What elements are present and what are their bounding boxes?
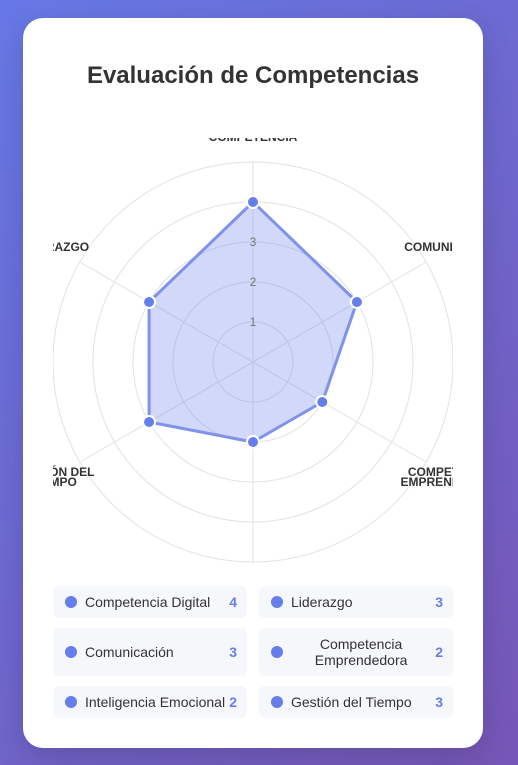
legend-dot-icon <box>65 596 77 608</box>
tick-label: 3 <box>250 235 257 249</box>
axis-label-line: TIEMPO <box>53 475 77 489</box>
axis-label: LIDERAZGO <box>53 240 89 254</box>
data-point <box>315 395 330 409</box>
legend-label: Competencia Digital <box>85 594 211 610</box>
grid-spoke <box>79 261 254 363</box>
data-point <box>142 295 157 309</box>
legend-item-competencia-emprendedora[interactable]: Competencia Emprendedora 2 <box>259 628 453 676</box>
axis-label: COMPETENCIAEMPRENDEDORA <box>401 465 453 489</box>
legend-value: 3 <box>435 694 443 710</box>
legend-value: 2 <box>229 694 237 710</box>
legend-item-inteligencia-emocional[interactable]: Inteligencia Emocional 2 <box>53 686 247 718</box>
legend-value: 4 <box>229 594 237 610</box>
grid-spoke <box>79 361 254 463</box>
axis-label-line: COMPETENCIA <box>408 465 453 479</box>
legend-item-competencia-digital[interactable]: Competencia Digital 4 <box>53 586 247 618</box>
legend-item-gestion-del-tiempo[interactable]: Gestión del Tiempo 3 <box>259 686 453 718</box>
data-point <box>349 295 364 309</box>
tick-label: 2 <box>250 275 257 289</box>
legend-item-comunicacion[interactable]: Comunicación 3 <box>53 628 247 676</box>
legend-dot-icon <box>65 696 77 708</box>
axis-label-line: COMPETENCIA <box>209 138 298 144</box>
legend-label: Liderazgo <box>291 594 353 610</box>
axis-label-line: GESTIÓN DEL <box>53 464 94 479</box>
legend: Competencia Digital 4 Liderazgo 3 Comuni… <box>53 586 453 718</box>
legend-value: 3 <box>229 644 237 660</box>
legend-dot-icon <box>271 696 283 708</box>
legend-label: Competencia Emprendedora <box>314 636 408 668</box>
grid-spoke <box>252 261 427 363</box>
radar-chart-svg: 1 2 3 DIGITALCOMPETENCIA COMUNICACIÓN COMPETE… <box>53 138 453 563</box>
legend-dot-icon <box>271 596 283 608</box>
tick-label: 1 <box>250 315 257 329</box>
legend-label: Inteligencia Emocional <box>85 694 226 710</box>
axis-label-line: LIDERAZGO <box>53 240 89 254</box>
axis-label: GESTIÓN DELTIEMPO <box>53 464 94 489</box>
page-title: Evaluación de Competencias <box>86 62 420 89</box>
legend-value: 3 <box>435 594 443 610</box>
legend-item-liderazgo[interactable]: Liderazgo 3 <box>259 586 453 618</box>
legend-label: Gestión del Tiempo <box>291 694 412 710</box>
axis-label: COMUNICACIÓN <box>404 239 453 254</box>
legend-value: 2 <box>435 644 443 660</box>
legend-dot-icon <box>65 646 77 658</box>
legend-label: Comunicación <box>85 644 174 660</box>
evaluation-card: Evaluación de Competencias 1 2 3 DIGITALCOM… <box>23 18 483 748</box>
grid-spoke <box>252 361 427 463</box>
data-point <box>246 195 260 209</box>
axis-label-line: EMPRENDEDORA <box>401 475 453 489</box>
legend-dot-icon <box>271 646 283 658</box>
axis-label: DIGITALCOMPETENCIA <box>209 138 298 144</box>
data-point <box>246 435 260 449</box>
radar-chart: 1 2 3 DIGITALCOMPETENCIA COMUNICACIÓN COMPETE… <box>53 138 453 568</box>
data-point <box>142 415 157 429</box>
axis-label-line: COMUNICACIÓN <box>404 239 453 254</box>
